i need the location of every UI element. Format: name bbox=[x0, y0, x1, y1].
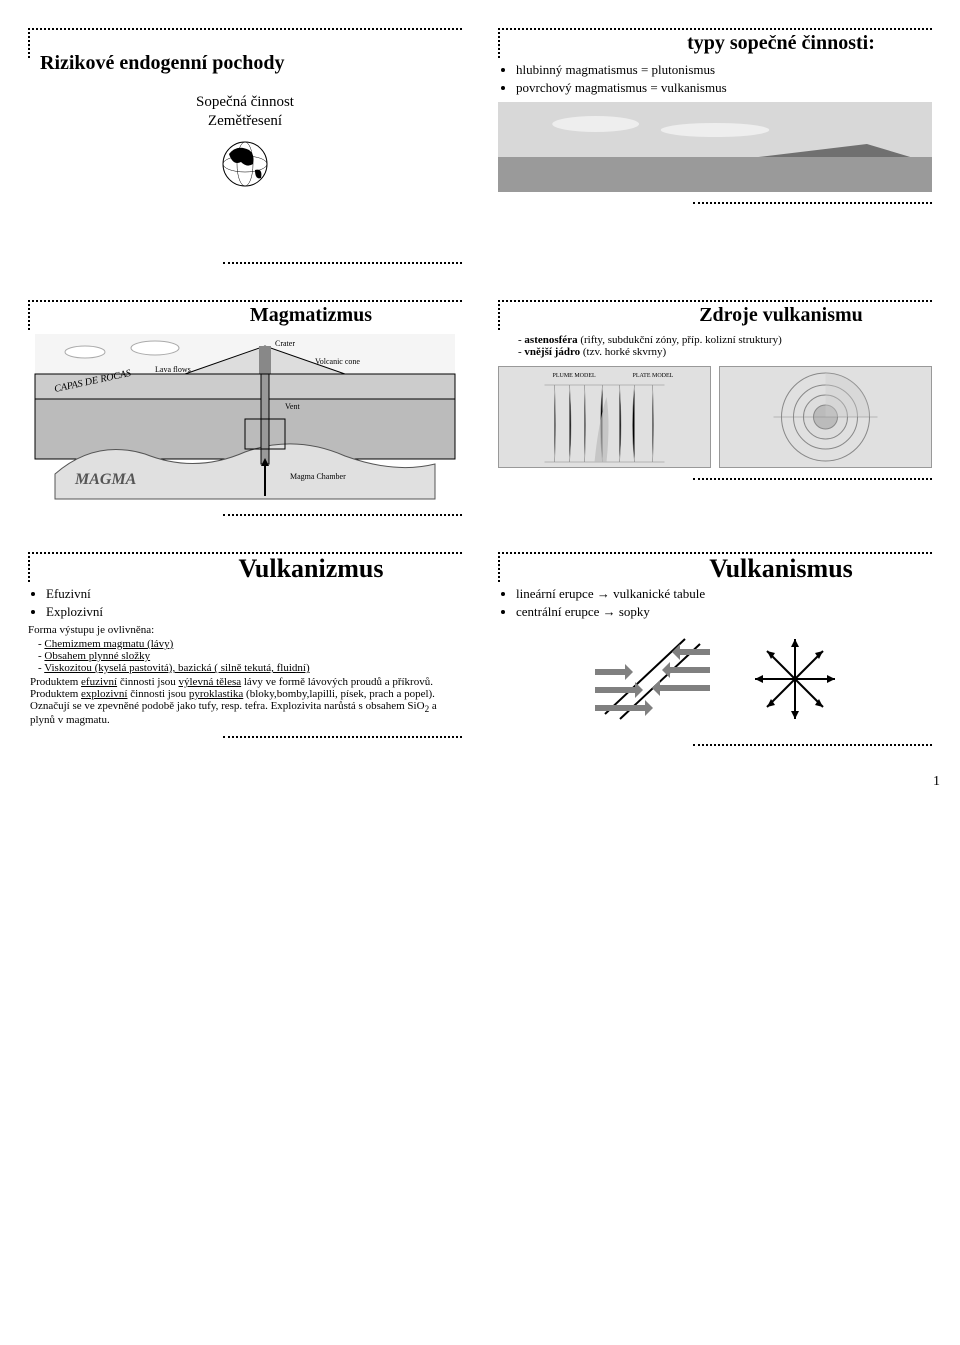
text: Produktem bbox=[30, 676, 81, 688]
text-line: - astenosféra (rifty, subdukční zóny, př… bbox=[518, 334, 932, 346]
list-item: Efuzivní bbox=[46, 586, 462, 602]
slide-header-border: Zdroje vulkanismu bbox=[498, 300, 932, 330]
slide-2: typy sopečné činnosti: hlubinný magmatis… bbox=[490, 20, 940, 272]
text: činnosti jsou bbox=[117, 676, 178, 688]
underline-text: explozivní bbox=[81, 688, 127, 700]
list-item: Obsahem plynné složky bbox=[38, 650, 462, 662]
slide-footer-border bbox=[223, 262, 462, 264]
slide-footer-border bbox=[693, 478, 932, 480]
text-line: Forma výstupu je ovlivněna: bbox=[28, 624, 462, 636]
slide-4: Zdroje vulkanismu - astenosféra (rifty, … bbox=[490, 292, 940, 524]
list-item: hlubinný magmatismus = plutonismus bbox=[516, 62, 932, 78]
diagram-label: PLATE MODEL bbox=[633, 373, 674, 379]
diagram-label: Crater bbox=[275, 339, 295, 348]
page-number: 1 bbox=[20, 774, 940, 790]
text-suffix: (tzv. horké skvrny) bbox=[580, 346, 666, 358]
diagram-box bbox=[719, 366, 932, 468]
slide-footer-border bbox=[693, 202, 932, 204]
underline-text: výlevná tělesa bbox=[179, 676, 242, 688]
list-item: centrální erupce → sopky bbox=[516, 604, 932, 620]
slide-3: Magmatizmus (plutonizmus a vulkanizmus) … bbox=[20, 292, 470, 524]
diagram-label: Magma Chamber bbox=[290, 472, 346, 481]
paragraph: Produktem efuzivní činnosti jsou výlevná… bbox=[28, 676, 462, 688]
diagram-label: MAGMA bbox=[74, 471, 137, 488]
diagram-box: PLUME MODEL PLATE MODEL bbox=[498, 366, 711, 468]
underline-text: Chemizmem magmatu (lávy) bbox=[44, 638, 173, 650]
underline-text: Obsahem plynné složky bbox=[44, 650, 150, 662]
photo-placeholder bbox=[498, 102, 932, 192]
slide-header-border: Vulkanizmus bbox=[28, 552, 462, 582]
slide-6: Vulkanismus lineární erupce → vulkanické… bbox=[490, 544, 940, 754]
slide-footer-border bbox=[693, 744, 932, 746]
diagram-label: Lava flows bbox=[155, 365, 191, 374]
diagram-label: Volcanic cone bbox=[315, 357, 360, 366]
text-line: - vnější jádro (tzv. horké skvrny) bbox=[518, 346, 932, 358]
list-item: povrchový magmatismus = vulkanismus bbox=[516, 80, 932, 96]
underline-text: efuzivní bbox=[81, 676, 117, 688]
slide-header-border: typy sopečné činnosti: bbox=[498, 28, 932, 58]
slide-title: Vulkanismus bbox=[510, 554, 932, 590]
slide-title: Vulkanizmus bbox=[40, 554, 462, 590]
slide-title: Magmatizmus bbox=[40, 302, 462, 333]
slide-title: typy sopečné činnosti: bbox=[510, 30, 932, 61]
volcano-diagram: Lava flows Crater Volcanic cone CAPAS DE… bbox=[28, 334, 462, 504]
slide-header-border: Magmatizmus (plutonizmus a vulkanizmus) bbox=[28, 300, 462, 330]
underline-text: pyroklastika bbox=[189, 688, 243, 700]
slide-title: Zdroje vulkanismu bbox=[510, 302, 932, 333]
paragraph: Produktem explozivní činnosti jsou pyrok… bbox=[28, 688, 462, 726]
underline-text: Viskozitou (kyselá pastovitá), bazická (… bbox=[44, 662, 309, 674]
slide-header-border: Vulkanismus bbox=[498, 552, 932, 582]
list-item: Viskozitou (kyselá pastovitá), bazická (… bbox=[38, 662, 462, 674]
diagram-label: PLUME MODEL bbox=[553, 373, 597, 379]
sub-line: Sopečná činnost bbox=[28, 94, 462, 111]
slide-grid: Rizikové endogenní pochody Sopečná činno… bbox=[20, 20, 940, 754]
text: Produktem bbox=[30, 688, 81, 700]
diagram-row: PLUME MODEL PLATE MODEL bbox=[498, 366, 932, 468]
text: lávy ve formě lávových proudů a příkrovů… bbox=[241, 676, 433, 688]
slide-header-border: Rizikové endogenní pochody bbox=[28, 28, 462, 58]
globe-icon bbox=[215, 134, 275, 194]
slide-footer-border bbox=[223, 736, 462, 738]
text-bold: astenosféra bbox=[524, 334, 577, 346]
slide-footer-border bbox=[223, 514, 462, 516]
eruption-diagram bbox=[585, 624, 845, 734]
list-item: Chemizmem magmatu (lávy) bbox=[38, 638, 462, 650]
diagram-label: Vent bbox=[285, 402, 300, 411]
sub-line: Zemětřesení bbox=[28, 113, 462, 130]
text-suffix: (rifty, subdukční zóny, příp. kolizní st… bbox=[578, 334, 782, 346]
list-item: Explozivní bbox=[46, 604, 462, 620]
slide-1: Rizikové endogenní pochody Sopečná činno… bbox=[20, 20, 470, 272]
text: činnosti jsou bbox=[127, 688, 188, 700]
text-bold: vnější jádro bbox=[524, 346, 580, 358]
slide-5: Vulkanizmus Efuzivní Explozivní Forma vý… bbox=[20, 544, 470, 754]
list-item: lineární erupce → vulkanické tabule bbox=[516, 586, 932, 602]
